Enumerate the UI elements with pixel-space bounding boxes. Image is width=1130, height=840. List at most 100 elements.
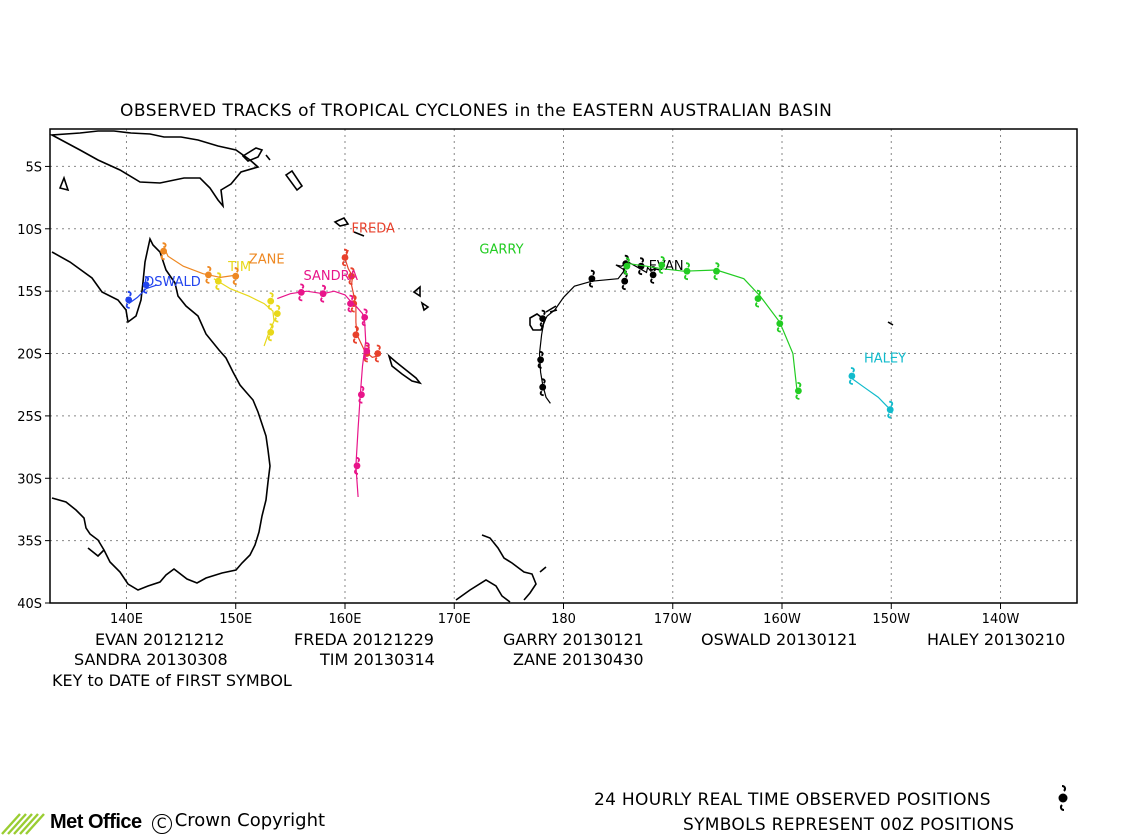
- track-oswald: OSWALD: [125, 275, 201, 309]
- lat-tick-label: 35S: [17, 535, 42, 550]
- storm-label-haley: HALEY: [864, 351, 906, 366]
- axis-labels: 5S 10S 15S 20S 25S 30S 35S 40S 140E 150E 160E 170E 1…: [17, 160, 1019, 627]
- legend-entry-sandra: SANDRA 20130308: [74, 650, 228, 669]
- cyclone-symbol-garry: [713, 262, 720, 281]
- coast-australia: [51, 236, 271, 591]
- coast-nz-north: [481, 534, 537, 601]
- storm-label-freda: FREDA: [352, 222, 396, 237]
- storm-label-zane: ZANE: [249, 253, 285, 268]
- coast-nz-islet: [539, 566, 547, 573]
- track-zane: ZANE: [160, 242, 285, 286]
- storm-label-sandra: SANDRA: [304, 269, 359, 284]
- lat-lon-grid: [50, 129, 1077, 603]
- lat-tick-label: 5S: [25, 160, 42, 175]
- lon-tick-label: 160E: [328, 612, 361, 627]
- cyclone-symbol-sandra: [347, 294, 354, 313]
- cyclone-symbol-tim: [267, 323, 275, 342]
- track-line-sandra: [277, 290, 367, 498]
- cyclone-symbol-freda: [374, 344, 382, 363]
- copyright-icon: C: [151, 814, 172, 834]
- track-line-oswald: [128, 284, 158, 305]
- track-tim: TIM: [213, 260, 281, 347]
- storm-label-oswald: OSWALD: [144, 275, 201, 290]
- coast-vanuatu: [412, 285, 430, 312]
- lon-tick-label: 170W: [654, 612, 692, 627]
- lon-tick-label: 180: [551, 612, 576, 627]
- cyclone-symbol-sandra: [297, 283, 305, 302]
- track-line-zane: [163, 246, 238, 279]
- track-line-tim: [213, 278, 275, 347]
- met-office-branding: Met Office C Crown Copyright: [0, 808, 325, 836]
- cyclone-symbol-tim: [273, 304, 281, 323]
- lon-tick-label: 150W: [872, 612, 910, 627]
- cyclone-symbol-tim: [214, 272, 222, 291]
- storm-label-garry: GARRY: [479, 243, 523, 258]
- copyright-text: Crown Copyright: [174, 810, 326, 831]
- legend-entry-garry: GARRY 20130121: [503, 630, 644, 649]
- legend-entry-freda: FREDA 20121229: [294, 630, 434, 649]
- storm-label-evan: EVAN: [649, 259, 684, 274]
- cyclone-symbol-garry: [754, 289, 762, 308]
- lat-tick-label: 10S: [17, 223, 42, 238]
- lat-tick-label: 25S: [17, 410, 42, 425]
- cyclone-symbol-zane: [160, 242, 167, 261]
- coast-new-caledonia: [387, 353, 423, 385]
- track-line-evan: [538, 261, 660, 404]
- lon-tick-label: 140W: [982, 612, 1020, 627]
- coast-new-britain: [241, 147, 271, 162]
- coast-solomons: [333, 216, 365, 237]
- lat-tick-label: 15S: [17, 285, 42, 300]
- lat-tick-label: 40S: [17, 597, 42, 612]
- cyclone-symbol-sandra: [358, 385, 365, 404]
- cyclone-symbol-garry: [623, 257, 631, 276]
- cyclone-symbol-sandra: [363, 342, 371, 360]
- chart-title: OBSERVED TRACKS of TROPICAL CYCLONES in …: [120, 101, 833, 121]
- cyclone-symbol-evan: [539, 378, 547, 397]
- cyclone-symbol-evan: [637, 257, 645, 276]
- lon-tick-label: 150E: [219, 612, 252, 627]
- legend-entry-tim: TIM 20130314: [320, 650, 435, 669]
- cyclone-symbol-key-icon: [1058, 785, 1068, 811]
- lon-tick-label: 170E: [438, 612, 471, 627]
- track-haley: HALEY: [848, 351, 906, 419]
- track-evan: EVAN: [537, 254, 684, 404]
- met-office-brand: Met Office: [50, 810, 142, 833]
- legend-entry-haley: HALEY 20130210: [927, 630, 1066, 649]
- cyclone-symbol-garry: [683, 262, 691, 281]
- track-sandra: SANDRA: [277, 269, 371, 498]
- met-office-logo-icon: [1, 813, 45, 835]
- coast-tasmania-edge: [87, 547, 105, 558]
- cyclone-symbol-sandra: [319, 284, 327, 303]
- cyclone-symbol-evan: [588, 269, 596, 288]
- cyclone-symbol-garry: [776, 314, 784, 333]
- legend-entry-oswald: OSWALD 20130121: [701, 630, 858, 649]
- cyclone-symbol-garry: [658, 256, 666, 274]
- cyclone-symbol-evan: [537, 350, 544, 369]
- cyclone-symbol-haley: [886, 400, 894, 419]
- legend-key-text: KEY to DATE of FIRST SYMBOL: [52, 671, 292, 690]
- footer-line-1: 24 HOURLY REAL TIME OBSERVED POSITIONS: [594, 790, 991, 810]
- legend-entry-zane: ZANE 20130430: [513, 650, 644, 669]
- track-line-haley: [851, 378, 893, 414]
- footer-line-2: SYMBOLS REPRESENT 00Z POSITIONS: [683, 815, 1015, 835]
- cyclone-symbol-oswald: [125, 290, 133, 309]
- cyclone-symbol-evan: [621, 272, 629, 291]
- track-line-garry: [629, 263, 798, 394]
- coast-nz-south: [455, 579, 511, 603]
- coastlines: [49, 130, 894, 603]
- coast-bougainville: [284, 169, 304, 192]
- cyclone-symbol-freda: [341, 248, 349, 267]
- lat-tick-label: 30S: [17, 472, 42, 487]
- cyclone-symbol-haley: [848, 367, 856, 385]
- cyclone-symbol-zane: [205, 265, 212, 284]
- lon-tick-label: 140E: [110, 612, 143, 627]
- cyclone-symbol-oswald: [142, 275, 150, 294]
- coast-islet-east: [887, 321, 894, 326]
- track-garry: GARRY: [479, 243, 802, 400]
- lat-tick-label: 20S: [17, 348, 42, 363]
- legend-entry-evan: EVAN 20121212: [95, 630, 225, 649]
- cyclone-symbol-freda: [348, 267, 355, 286]
- storm-label-tim: TIM: [227, 260, 251, 275]
